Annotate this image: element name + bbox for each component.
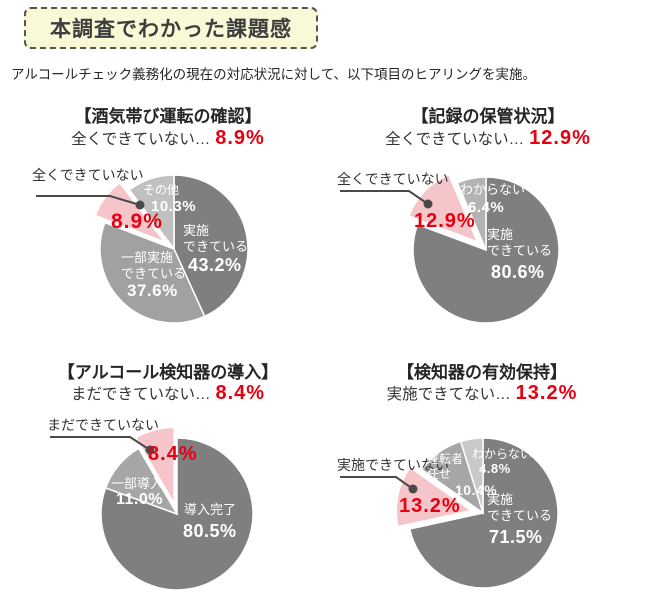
- chart-3-slice-1: [395, 466, 474, 528]
- chart-3-headline: 実施できてない… 13.2%: [332, 382, 632, 405]
- chart-0-slice-3-value: 10.3%: [151, 198, 197, 215]
- chart-2-slice-0-label: 導入完了: [184, 502, 237, 517]
- chart-0-headline-label: 全くできていない…: [71, 131, 211, 148]
- chart-3-slice-0: [408, 437, 559, 589]
- page-title-box: 本調査でわかった課題感: [24, 7, 318, 49]
- chart-1-callout-line: [340, 190, 429, 205]
- chart-3-slice-0-label: 実施 できている: [487, 492, 553, 523]
- chart-1-slice-1-value: 12.9%: [414, 210, 476, 232]
- chart-1-headline-value: 12.9%: [529, 127, 591, 149]
- chart-3-headline-label: 実施できてない…: [386, 386, 511, 403]
- chart-0-headline-value: 8.9%: [215, 127, 265, 149]
- chart-1-slice-0-value: 80.6%: [491, 262, 545, 282]
- chart-0-slice-1-value: 37.6%: [127, 281, 178, 300]
- chart-2-callout-dot: [145, 445, 155, 455]
- chart-1-callout-dot: [423, 199, 433, 209]
- chart-1-slice-1: [407, 173, 479, 244]
- chart-2-title: 【アルコール検知器の導入】: [57, 363, 279, 382]
- chart-2-slice-1-value: 11.0%: [116, 491, 163, 508]
- chart-1-slice-2-value: 6.4%: [468, 199, 505, 216]
- chart-3-slice-2-label: 運転者 任せ: [427, 452, 464, 481]
- chart-0-slice-0-label: 実施 できている: [183, 223, 249, 254]
- chart-2-callout-label: まだできていない: [47, 417, 159, 433]
- chart-2-slice-0-value: 80.5%: [183, 521, 237, 541]
- chart-3-slice-1-value: 13.2%: [399, 495, 461, 517]
- chart-0-slice-3-label: その他: [143, 183, 180, 197]
- page-title: 本調査でわかった課題感: [50, 18, 292, 41]
- chart-3-slice-3-label: わからない: [472, 447, 533, 461]
- chart-1-slice-0-label: 実施 できている: [487, 227, 553, 258]
- chart-2-callout-line: [50, 436, 151, 451]
- chart-0-slice-3: [128, 174, 175, 252]
- chart-3-slice-3: [459, 437, 484, 514]
- chart-0-callout-label: 全くできていない: [32, 167, 144, 183]
- chart-3-slice-2-value: 10.4%: [455, 482, 498, 498]
- chart-2-slice-2-value: 8.4%: [148, 443, 198, 465]
- chart-2-headline: まだできていない… 8.4%: [18, 382, 318, 405]
- chart-3-callout-line: [340, 476, 414, 490]
- chart-1-headline: 全くできていない… 12.9%: [338, 127, 638, 150]
- chart-3-callout-dot: [408, 484, 418, 494]
- chart-2-headline-label: まだできていない…: [70, 386, 211, 403]
- chart-0-headline: 全くできていない… 8.9%: [18, 127, 318, 150]
- chart-1-title: 【記録の保管状況】: [411, 107, 565, 126]
- chart-1-slice-2: [456, 176, 487, 251]
- chart-2-headline-value: 8.4%: [215, 382, 266, 404]
- chart-2-slice-1-label: 一部導入: [111, 476, 164, 491]
- chart-3-headline-value: 13.2%: [515, 382, 578, 404]
- chart-0-slice-1-label: 一部実施 できている: [121, 250, 187, 281]
- chart-0-slice-2-value: 8.9%: [111, 210, 163, 233]
- chart-3-title: 【検知器の有効保持】: [397, 363, 567, 382]
- page-subtitle: アルコールチェック義務化の現在の対応状況に対して、以下項目のヒアリングを実施。: [11, 67, 537, 82]
- chart-1-slice-2-label: わからない: [460, 182, 526, 197]
- chart-1-headline-label: 全くできていない…: [385, 131, 525, 148]
- chart-0-slice-0: [173, 174, 249, 318]
- chart-0-callout-line: [36, 195, 141, 206]
- chart-3-callout-label: 実施できていない: [337, 457, 449, 473]
- chart-0-slice-1: [99, 221, 206, 324]
- chart-2-slice-1: [104, 447, 179, 516]
- chart-0-slice-0-value: 43.2%: [188, 255, 242, 275]
- chart-0-callout-dot: [135, 200, 145, 210]
- chart-3-slice-0-value: 71.5%: [489, 527, 543, 547]
- chart-1-callout-label: 全くできていない: [337, 171, 449, 187]
- chart-3-slice-3-value: 4.8%: [479, 461, 511, 476]
- chart-0-title: 【酒気帯び運転の確認】: [74, 107, 262, 126]
